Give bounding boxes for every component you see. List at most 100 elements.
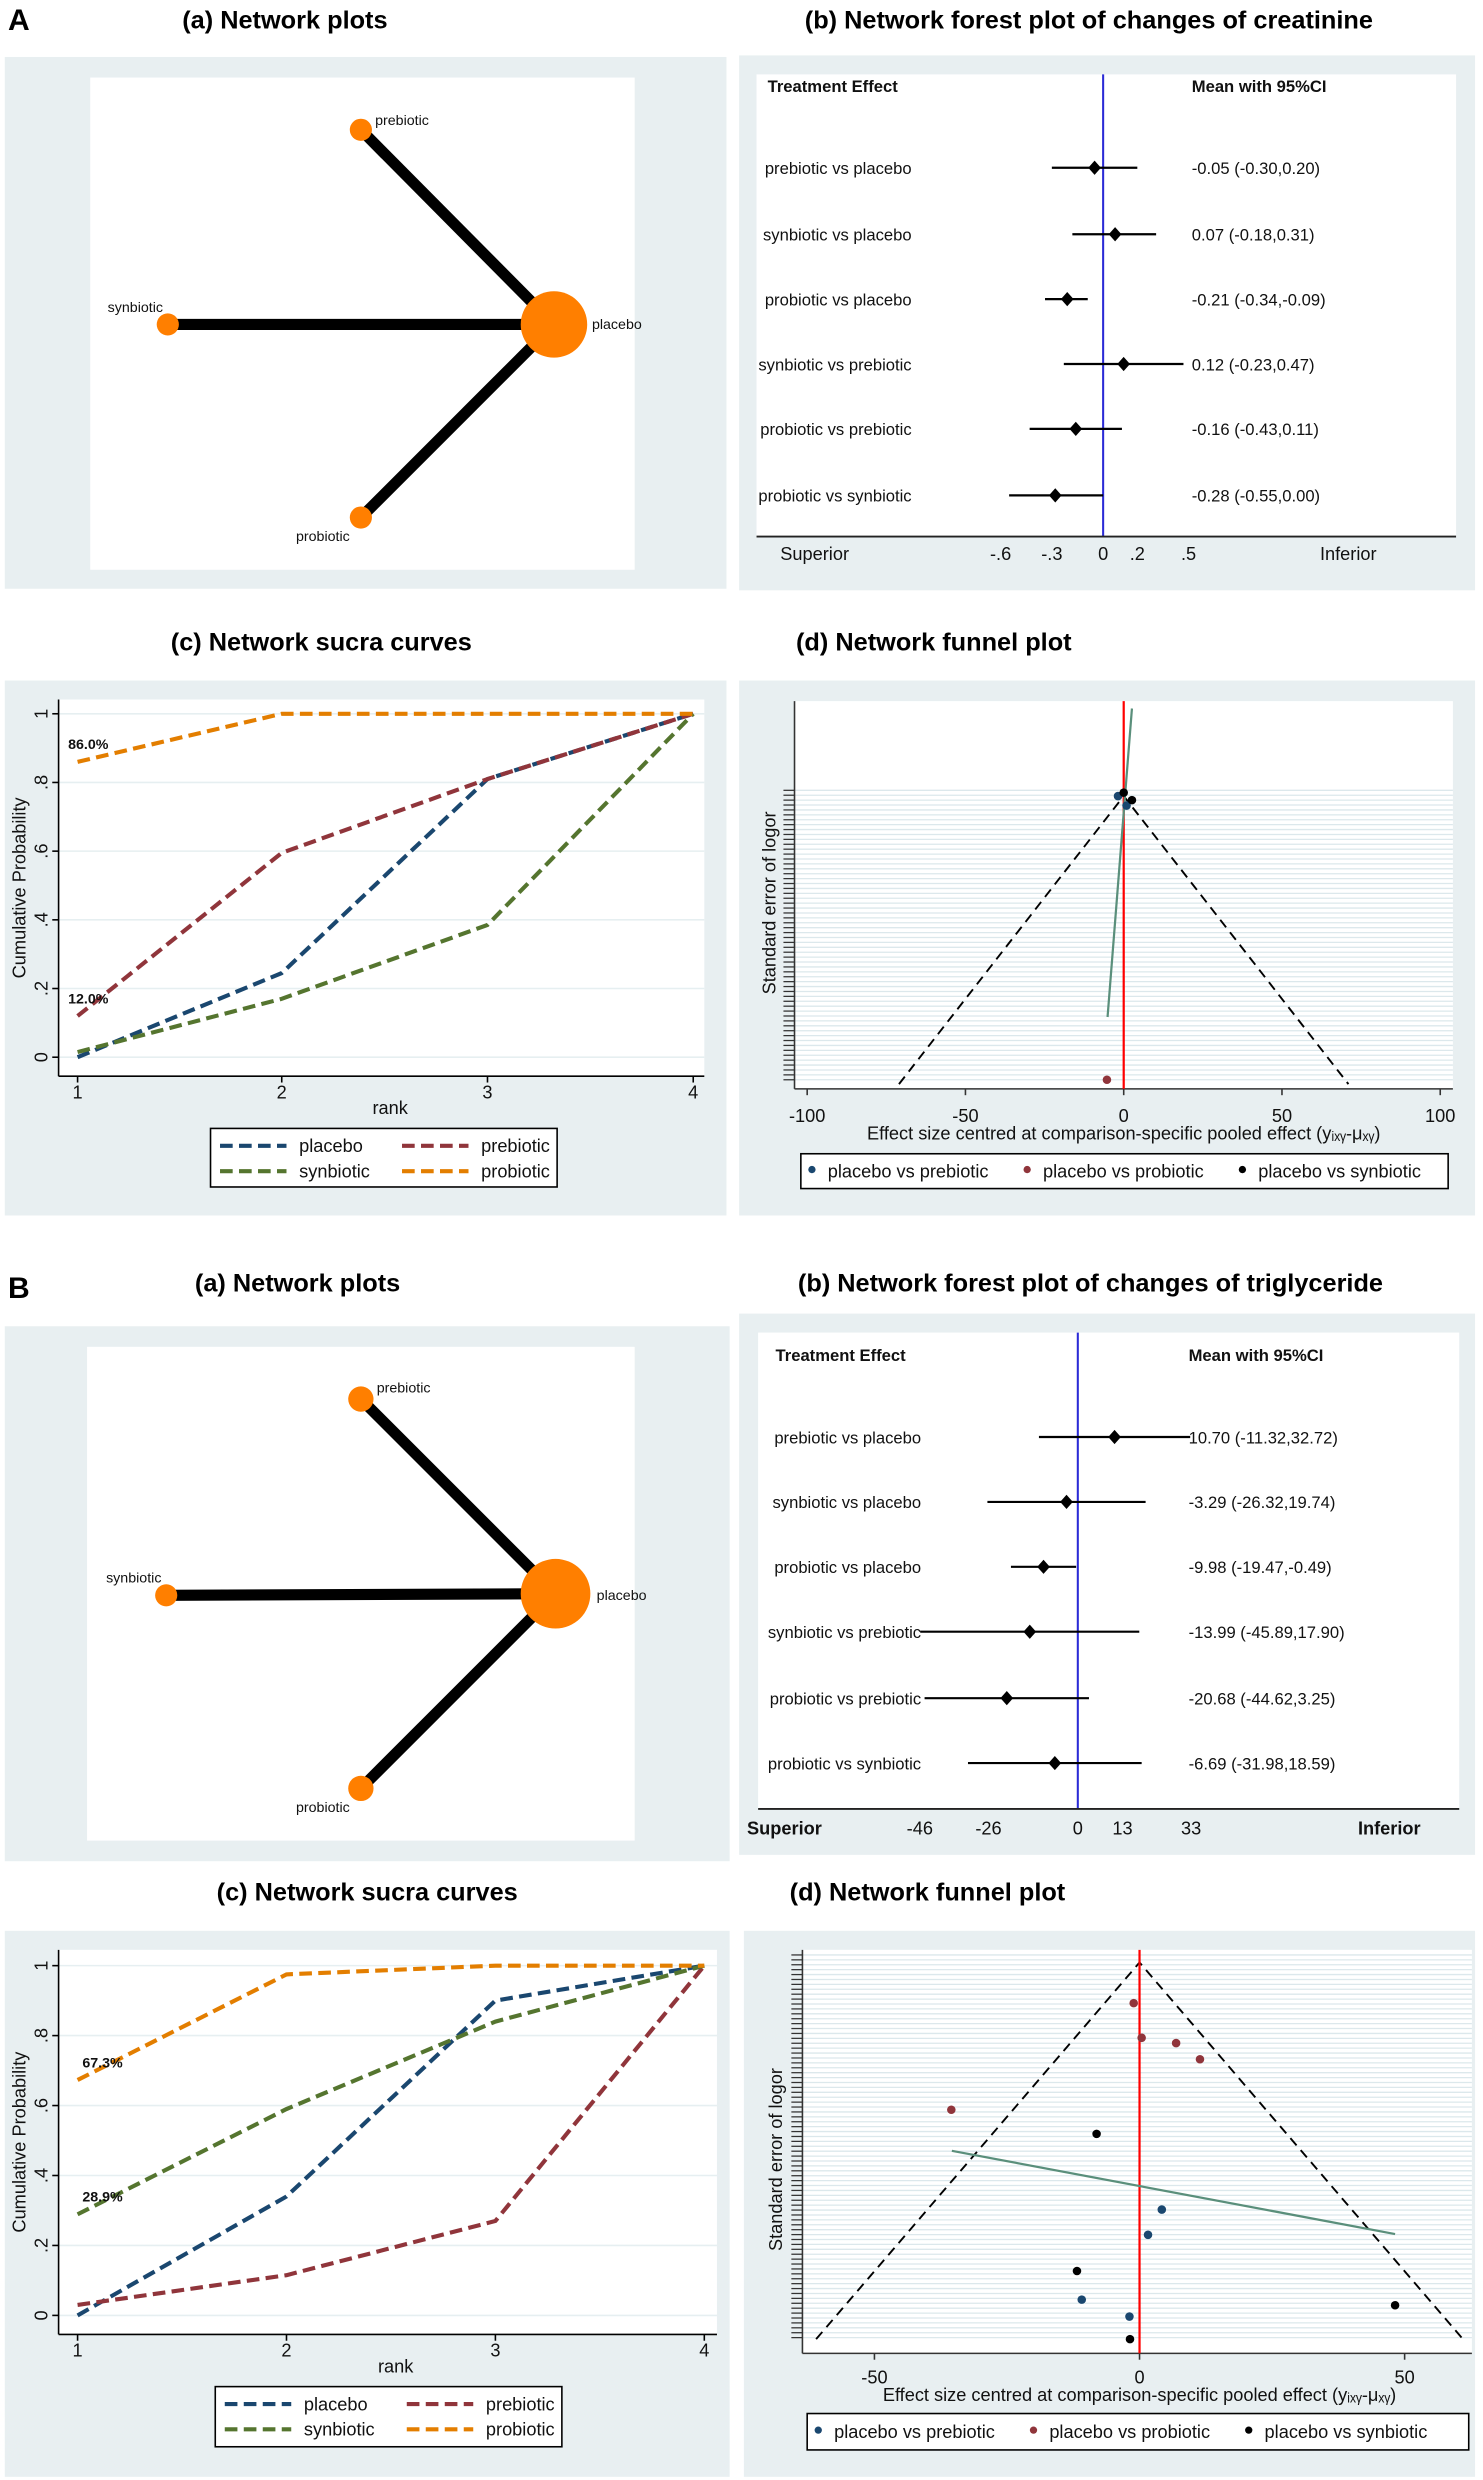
chart-A-c: 0 .2 .4 .6 .8 1 1 2 3 4 Cumulative Probability rank… [9, 699, 705, 1188]
node-label-placebo: placebo [597, 1588, 647, 1604]
x-tick-label: -46 [907, 1818, 933, 1838]
y-tick-label: .8 [32, 2028, 52, 2043]
x-tick-label: 100 [1425, 1106, 1455, 1126]
edge-placebo-prebiotic [356, 125, 558, 329]
title-sucra-A: (c) Network sucra curves [171, 628, 472, 656]
data-point [947, 2105, 956, 2115]
row-mean-ci: -13.99 (-45.89,17.90) [1189, 1623, 1345, 1642]
title-forest-plot-B: (b) Network forest plot of changes of tr… [798, 1269, 1383, 1297]
row-mean-ci: -0.16 (-0.43,0.11) [1192, 420, 1319, 439]
data-point [1171, 2038, 1181, 2048]
label-inferior: Inferior [1320, 544, 1377, 564]
chart-B-b: Treatment Effect Mean with 95%CI prebiotic… [747, 1332, 1460, 1838]
chart-B-a: placebo prebiotic synbiotic probiotic [87, 1346, 647, 1841]
legend: placebo vs prebiotic placebo vs probiotic… [806, 2412, 1470, 2451]
point-estimate [1060, 291, 1074, 307]
point-estimate [1069, 421, 1083, 437]
legend: placebo vs prebiotic placebo vs probiotic… [800, 1152, 1449, 1190]
header-treatment-effect: Treatment Effect [776, 1346, 907, 1365]
node-label-probiotic: probiotic [296, 1800, 350, 1816]
x-tick-label: -50 [952, 1106, 978, 1126]
legend-box [800, 1152, 1449, 1190]
legend-box [209, 1127, 558, 1188]
legend-label-synbiotic: synbiotic [304, 2420, 375, 2440]
node-synbiotic [156, 313, 179, 336]
legend-label-probiotic: probiotic [486, 2420, 555, 2440]
point-estimate [1048, 488, 1062, 503]
legend-label: placebo vs synbiotic [1258, 1161, 1421, 1181]
annotation-label: 12.0% [68, 991, 109, 1007]
row-label: synbiotic vs prebiotic [768, 1623, 921, 1642]
y-tick-label: .2 [32, 981, 52, 996]
point-estimate [1000, 1691, 1014, 1706]
x-tick-label: 0 [1119, 1106, 1129, 1126]
data-point [1072, 2266, 1082, 2276]
regression-line [951, 2149, 1396, 2236]
node-label-probiotic: probiotic [296, 529, 350, 545]
row-mean-ci: -9.98 (-19.47,-0.49) [1189, 1558, 1332, 1577]
row-label: probiotic vs synbiotic [768, 1754, 921, 1773]
label-superior: Superior [780, 544, 849, 564]
legend-box [214, 2385, 563, 2448]
point-estimate [1060, 1494, 1073, 1510]
row-mean-ci: -0.05 (-0.30,0.20) [1192, 159, 1320, 178]
row-label: synbiotic vs placebo [772, 1493, 921, 1512]
y-tick-label: 0 [32, 1052, 52, 1062]
legend: placebo prebiotic synbiotic probiotic [209, 1127, 558, 1188]
legend-marker [814, 2426, 822, 2434]
x-axis-title: rank [378, 2356, 414, 2376]
row-label: synbiotic vs placebo [763, 226, 912, 245]
legend-marker [1238, 1165, 1247, 1174]
series-line-prebiotic [77, 1964, 706, 2307]
annotation-label: 86.0% [68, 737, 109, 753]
x-axis-title: Effect size centred at comparison-specif… [883, 2385, 1396, 2405]
y-tick-label: .8 [32, 775, 52, 790]
y-tick-label: .6 [32, 844, 52, 859]
annotation-label: 67.3% [82, 2055, 123, 2071]
x-tick-label: 50 [1272, 1106, 1292, 1126]
row-label: prebiotic vs placebo [765, 159, 912, 178]
legend-box [806, 2412, 1470, 2451]
series-line-probiotic [77, 711, 694, 764]
y-tick-label: .6 [32, 2098, 52, 2113]
y-tick-label: .4 [32, 912, 52, 927]
data-point [1127, 795, 1137, 805]
row-mean-ci: 10.70 (-11.32,32.72) [1189, 1428, 1338, 1447]
plot-area [58, 1949, 717, 2335]
x-tick-label: 0 [1098, 544, 1108, 564]
node-label-prebiotic: prebiotic [375, 113, 429, 129]
title-network-plot-A: (a) Network plots [182, 6, 387, 34]
y-tick-label: 1 [32, 709, 52, 719]
y-axis-title: Cumulative Probability [9, 2051, 29, 2233]
row-mean-ci: -6.69 (-31.98,18.59) [1189, 1754, 1336, 1773]
node-placebo [520, 1558, 591, 1629]
data-point [1129, 1998, 1138, 2008]
y-axis-title: Cumulative Probability [9, 796, 29, 978]
data-point [1143, 2230, 1153, 2240]
row-label: probiotic vs synbiotic [758, 487, 911, 506]
node-probiotic [349, 506, 372, 529]
chart-A-d: -100 -50 0 50 100 Effect size centred at comp… [760, 701, 1455, 1190]
point-estimate [1023, 1624, 1037, 1639]
point-estimate [1088, 160, 1101, 175]
legend-label: placebo vs probiotic [1043, 1161, 1204, 1181]
series-line-placebo [76, 711, 694, 1060]
row-label: probiotic vs prebiotic [770, 1690, 921, 1709]
row-label: synbiotic vs prebiotic [758, 355, 911, 374]
legend-label: placebo vs synbiotic [1265, 2422, 1428, 2442]
data-point [1092, 2129, 1101, 2139]
legend: placebo prebiotic synbiotic probiotic [214, 2385, 563, 2448]
x-tick-label: 1 [73, 1082, 83, 1102]
legend-marker [1245, 2426, 1253, 2434]
data-point [1157, 2205, 1167, 2214]
data-point [1195, 2055, 1205, 2064]
point-estimate [1117, 356, 1130, 372]
row-label: probiotic vs placebo [765, 290, 912, 309]
data-point [1125, 2334, 1135, 2344]
x-tick-label: 4 [688, 1082, 698, 1102]
title-network-plot-B: (a) Network plots [195, 1269, 400, 1297]
row-mean-ci: -0.28 (-0.55,0.00) [1192, 487, 1320, 506]
data-point [1122, 801, 1131, 810]
legend-label-placebo: placebo [304, 2394, 368, 2414]
chart-B-c: 0 .2 .4 .6 .8 1 1 2 3 4 Cumulative Probability rank… [9, 1949, 717, 2448]
